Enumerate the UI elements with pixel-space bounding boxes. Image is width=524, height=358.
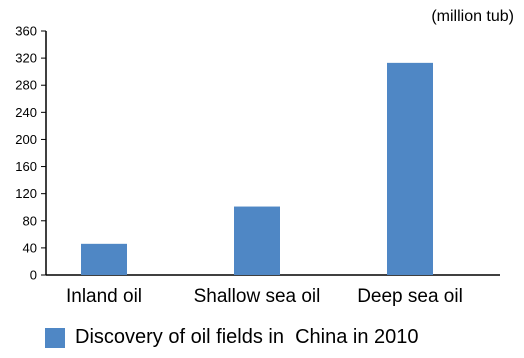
- y-tick-label: 0: [30, 268, 37, 283]
- y-tick-label: 320: [15, 51, 37, 66]
- y-tick-label: 240: [15, 105, 37, 120]
- y-tick-label: 360: [15, 24, 37, 39]
- y-tick-label: 40: [23, 240, 37, 255]
- legend-label: Discovery of oil fields in China in 2010: [75, 326, 419, 348]
- y-tick-label: 280: [15, 78, 37, 93]
- bar-chart: 0 40 80 120 160 200 240 280 320 360 Inland oil Shal…: [15, 24, 500, 307]
- bar: [387, 62, 433, 275]
- bar: [81, 243, 127, 275]
- y-tick-label: 120: [15, 186, 37, 201]
- y-tick-label: 200: [15, 132, 37, 147]
- unit-label: (million tub): [431, 8, 514, 25]
- x-tick-label: Shallow sea oil: [194, 286, 321, 307]
- legend: Discovery of oil fields in China in 2010: [45, 326, 419, 349]
- y-tick-label: 80: [23, 213, 37, 228]
- legend-swatch: [45, 327, 65, 348]
- bar: [234, 206, 280, 275]
- x-tick-label: Deep sea oil: [357, 286, 463, 307]
- y-tick-label: 160: [15, 159, 37, 174]
- x-tick-label: Inland oil: [66, 286, 142, 307]
